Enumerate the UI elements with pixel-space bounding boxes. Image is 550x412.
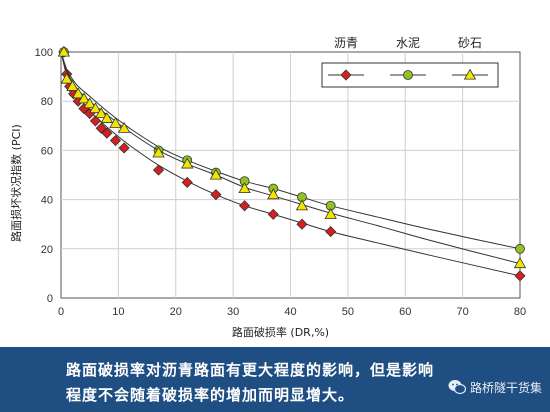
data-point [60, 72, 73, 84]
data-point [267, 188, 280, 200]
caption-banner: 路面破损率对沥青路面有更大程度的影响，但是影响 程度不会随着破损率的增加而明显增… [0, 347, 550, 412]
chart: 0 10 20 30 40 50 60 70 80 0 20 40 60 80 100 路面破损率 (DR,%… [9, 36, 527, 339]
data-point [514, 270, 526, 282]
y-tick-label: 60 [41, 145, 53, 157]
legend-label: 水泥 [396, 36, 420, 50]
data-point [118, 142, 130, 154]
x-tick-label: 0 [58, 306, 64, 318]
data-point [239, 200, 251, 212]
data-point [181, 157, 194, 169]
data-point [109, 134, 122, 147]
data-point [89, 102, 102, 114]
data-point [89, 115, 101, 127]
data-point [66, 80, 79, 91]
data-point [83, 97, 96, 109]
x-tick-label: 80 [514, 306, 526, 318]
data-point [100, 112, 114, 123]
y-tick-label: 40 [41, 195, 53, 207]
y-tick-label: 80 [41, 96, 53, 108]
y-tick-label: 20 [41, 244, 53, 256]
data-point [152, 164, 165, 176]
data-point [57, 45, 71, 57]
data-point [109, 117, 122, 128]
data-point [238, 182, 251, 194]
caption-line-1: 路面破损率对沥青路面有更大程度的影响，但是影响 [66, 361, 435, 379]
data-point [95, 122, 107, 134]
watermark: 路桥隧干货集 [448, 377, 542, 397]
x-tick-label: 30 [227, 306, 239, 318]
data-point [515, 243, 525, 254]
data-point [513, 257, 527, 269]
data-point [324, 208, 337, 219]
data-point [295, 199, 309, 211]
y-tick-label: 100 [35, 47, 53, 59]
x-axis-title: 路面破损率 (DR,%) [232, 325, 329, 339]
data-point [117, 121, 131, 133]
legend-marker [340, 69, 352, 81]
data-point [72, 87, 85, 99]
data-point [94, 107, 108, 119]
x-tick-label: 40 [284, 306, 296, 318]
watermark-text: 路桥隧干货集 [469, 380, 542, 395]
data-point [209, 168, 223, 180]
data-point [296, 218, 308, 230]
data-point [181, 176, 193, 188]
y-axis-title: 路面损坏状况指数 (PCI) [9, 124, 23, 242]
series-2 [57, 45, 527, 269]
caption-line-2: 程度不会随着破损率的增加而明显增大。 [66, 386, 355, 404]
legend-label: 沥青 [334, 36, 358, 50]
x-tick-label: 10 [112, 306, 124, 318]
legend-marker [403, 70, 413, 80]
y-tick-label: 0 [47, 293, 53, 305]
legend-label: 砂石 [458, 36, 482, 50]
data-point [325, 226, 337, 238]
x-tick-label: 60 [399, 306, 411, 318]
x-tick-label: 70 [457, 306, 469, 318]
data-point [101, 127, 113, 139]
data-point [77, 92, 91, 104]
legend-marker [463, 68, 477, 80]
data-point [152, 146, 165, 158]
data-point [210, 189, 222, 201]
x-tick-label: 20 [170, 306, 182, 318]
wechat-icon [448, 380, 466, 395]
x-tick-label: 50 [342, 306, 354, 318]
data-point [267, 208, 279, 220]
